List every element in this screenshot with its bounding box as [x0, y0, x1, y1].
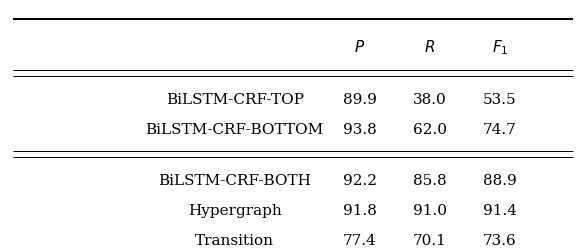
Text: 93.8: 93.8: [343, 123, 377, 137]
Text: 85.8: 85.8: [413, 174, 447, 188]
Text: 88.9: 88.9: [483, 174, 517, 188]
Text: 53.5: 53.5: [483, 93, 517, 107]
Text: Transition: Transition: [195, 234, 274, 248]
Text: 77.4: 77.4: [343, 234, 377, 248]
Text: $P$: $P$: [355, 40, 366, 55]
Text: 91.4: 91.4: [483, 204, 517, 218]
Text: 91.8: 91.8: [343, 204, 377, 218]
Text: 70.1: 70.1: [413, 234, 447, 248]
Text: 62.0: 62.0: [413, 123, 447, 137]
Text: 89.9: 89.9: [343, 93, 377, 107]
Text: BiLSTM-CRF-BOTTOM: BiLSTM-CRF-BOTTOM: [145, 123, 324, 137]
Text: 92.2: 92.2: [343, 174, 377, 188]
Text: BiLSTM-CRF-TOP: BiLSTM-CRF-TOP: [166, 93, 304, 107]
Text: $F_1$: $F_1$: [492, 38, 508, 57]
Text: Hypergraph: Hypergraph: [188, 204, 281, 218]
Text: $R$: $R$: [424, 40, 435, 55]
Text: 74.7: 74.7: [483, 123, 517, 137]
Text: 38.0: 38.0: [413, 93, 447, 107]
Text: 73.6: 73.6: [483, 234, 517, 248]
Text: BiLSTM-CRF-BOTH: BiLSTM-CRF-BOTH: [158, 174, 311, 188]
Text: 91.0: 91.0: [413, 204, 447, 218]
